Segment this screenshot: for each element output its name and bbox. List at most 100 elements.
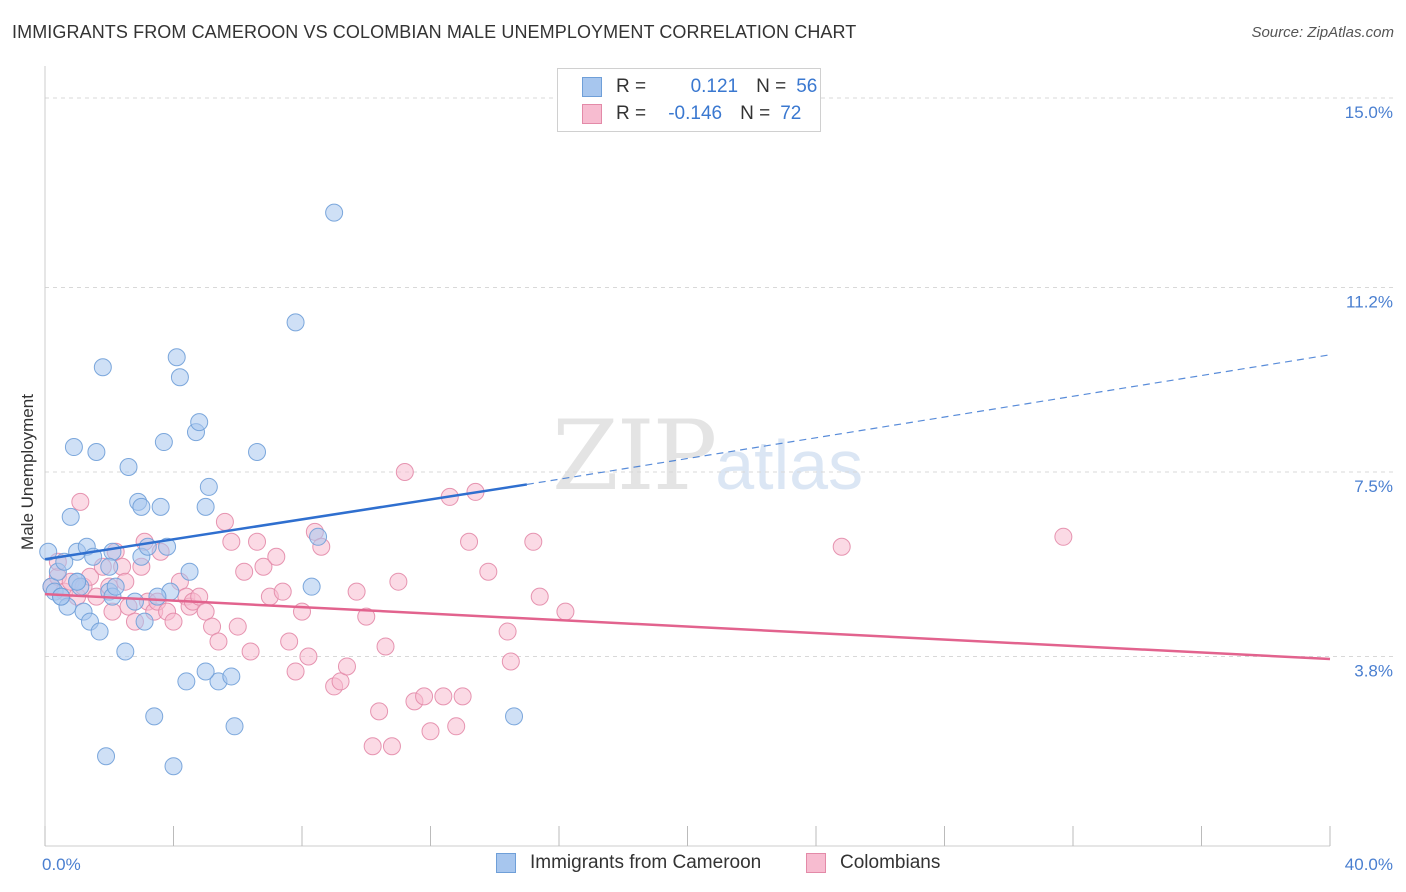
legend-item-colombians[interactable]: Colombians bbox=[806, 852, 940, 874]
data-point-cameroon bbox=[103, 542, 122, 561]
data-point-colombians bbox=[254, 557, 273, 576]
data-point-colombians bbox=[273, 582, 292, 601]
legend-n-value: 72 bbox=[780, 103, 802, 124]
data-point-cameroon bbox=[309, 527, 328, 546]
data-point-cameroon bbox=[199, 477, 218, 496]
data-point-colombians bbox=[460, 532, 479, 551]
data-point-cameroon bbox=[125, 592, 144, 611]
data-point-colombians bbox=[357, 607, 376, 626]
legend-swatch-cameroon bbox=[496, 853, 516, 873]
source-label: Source: ZipAtlas.com bbox=[1251, 24, 1394, 41]
data-point-colombians bbox=[267, 547, 286, 566]
data-point-colombians bbox=[524, 532, 543, 551]
x-tick-label: 40.0% bbox=[1345, 855, 1393, 874]
legend-n-label: N = bbox=[756, 76, 787, 97]
data-point-colombians bbox=[164, 612, 183, 631]
data-point-colombians bbox=[832, 537, 851, 556]
correlation-legend: R = 0.121 N = 56 R = -0.146 N = 72 bbox=[557, 68, 821, 132]
series-colombians-points bbox=[42, 462, 1073, 756]
legend-r-label: R = bbox=[616, 103, 647, 124]
data-point-colombians bbox=[363, 737, 382, 756]
data-point-cameroon bbox=[167, 348, 186, 367]
y-tick-label: 7.5% bbox=[1354, 477, 1393, 496]
data-point-colombians bbox=[389, 572, 408, 591]
data-point-colombians bbox=[447, 717, 466, 736]
legend-label-cameroon: Immigrants from Cameroon bbox=[530, 852, 762, 873]
data-point-cameroon bbox=[180, 562, 199, 581]
data-point-cameroon bbox=[325, 203, 344, 222]
legend-r-value: 0.121 bbox=[690, 76, 739, 97]
watermark-zip: ZIP bbox=[552, 400, 717, 512]
data-point-cameroon bbox=[52, 587, 71, 606]
axes bbox=[44, 66, 1331, 847]
legend-swatch-colombians bbox=[806, 853, 826, 873]
data-point-cameroon bbox=[302, 577, 321, 596]
data-point-cameroon bbox=[196, 497, 215, 516]
data-point-cameroon bbox=[106, 577, 125, 596]
data-point-colombians bbox=[103, 602, 122, 621]
data-point-colombians bbox=[501, 652, 520, 671]
data-point-colombians bbox=[453, 687, 472, 706]
data-point-cameroon bbox=[222, 667, 241, 686]
data-point-cameroon bbox=[68, 572, 87, 591]
watermark: ZIPatlas bbox=[552, 400, 863, 512]
data-point-colombians bbox=[415, 687, 434, 706]
chart-title: IMMIGRANTS FROM CAMEROON VS COLOMBIAN MA… bbox=[12, 22, 857, 42]
data-point-colombians bbox=[196, 602, 215, 621]
legend-swatch-colombians bbox=[582, 104, 602, 124]
y-tick-label: 11.2% bbox=[1346, 292, 1393, 311]
legend-swatch-cameroon bbox=[582, 77, 602, 97]
data-point-cameroon bbox=[164, 757, 183, 776]
data-point-colombians bbox=[421, 722, 440, 741]
data-point-colombians bbox=[347, 582, 366, 601]
data-point-cameroon bbox=[154, 433, 173, 452]
data-point-colombians bbox=[215, 512, 234, 531]
data-point-cameroon bbox=[196, 662, 215, 681]
legend-label-colombians: Colombians bbox=[840, 852, 941, 873]
trend-line-cameroon bbox=[44, 483, 528, 561]
data-point-cameroon bbox=[286, 313, 305, 332]
y-tick-label: 3.8% bbox=[1354, 661, 1393, 680]
data-point-cameroon bbox=[177, 672, 196, 691]
data-point-colombians bbox=[248, 532, 267, 551]
data-point-cameroon bbox=[138, 537, 157, 556]
data-point-cameroon bbox=[151, 497, 170, 516]
data-point-colombians bbox=[434, 687, 453, 706]
legend-item-cameroon[interactable]: Immigrants from Cameroon bbox=[496, 852, 761, 874]
data-point-cameroon bbox=[248, 443, 267, 462]
trend-line-colombians bbox=[44, 592, 1331, 661]
data-point-colombians bbox=[382, 737, 401, 756]
data-point-cameroon bbox=[145, 707, 164, 726]
trend-line-cameroon-extension bbox=[526, 354, 1331, 486]
data-point-cameroon bbox=[93, 358, 112, 377]
data-point-cameroon bbox=[148, 587, 167, 606]
data-point-colombians bbox=[235, 562, 254, 581]
data-point-cameroon bbox=[87, 443, 106, 462]
data-point-cameroon bbox=[100, 557, 119, 576]
data-point-colombians bbox=[556, 602, 575, 621]
data-point-colombians bbox=[498, 622, 517, 641]
data-point-cameroon bbox=[505, 707, 524, 726]
data-point-colombians bbox=[71, 492, 90, 511]
legend-row-cameroon: R = 0.121 N = 56 bbox=[582, 75, 817, 99]
legend-r-value: -0.146 bbox=[668, 103, 723, 124]
data-point-cameroon bbox=[225, 717, 244, 736]
data-point-colombians bbox=[331, 672, 350, 691]
data-point-colombians bbox=[299, 647, 318, 666]
legend-n-value: 56 bbox=[796, 76, 818, 97]
data-point-colombians bbox=[337, 657, 356, 676]
legend-n-label: N = bbox=[740, 103, 771, 124]
data-point-colombians bbox=[209, 632, 228, 651]
data-point-cameroon bbox=[170, 368, 189, 387]
legend-row-colombians: R = -0.146 N = 72 bbox=[582, 102, 801, 126]
data-point-colombians bbox=[370, 702, 389, 721]
data-point-colombians bbox=[1054, 527, 1073, 546]
data-point-cameroon bbox=[132, 497, 151, 516]
y-tick-label: 15.0% bbox=[1345, 103, 1393, 122]
data-point-colombians bbox=[280, 632, 299, 651]
data-point-colombians bbox=[530, 587, 549, 606]
data-point-colombians bbox=[241, 642, 260, 661]
data-point-colombians bbox=[376, 637, 395, 656]
data-point-cameroon bbox=[64, 438, 83, 457]
